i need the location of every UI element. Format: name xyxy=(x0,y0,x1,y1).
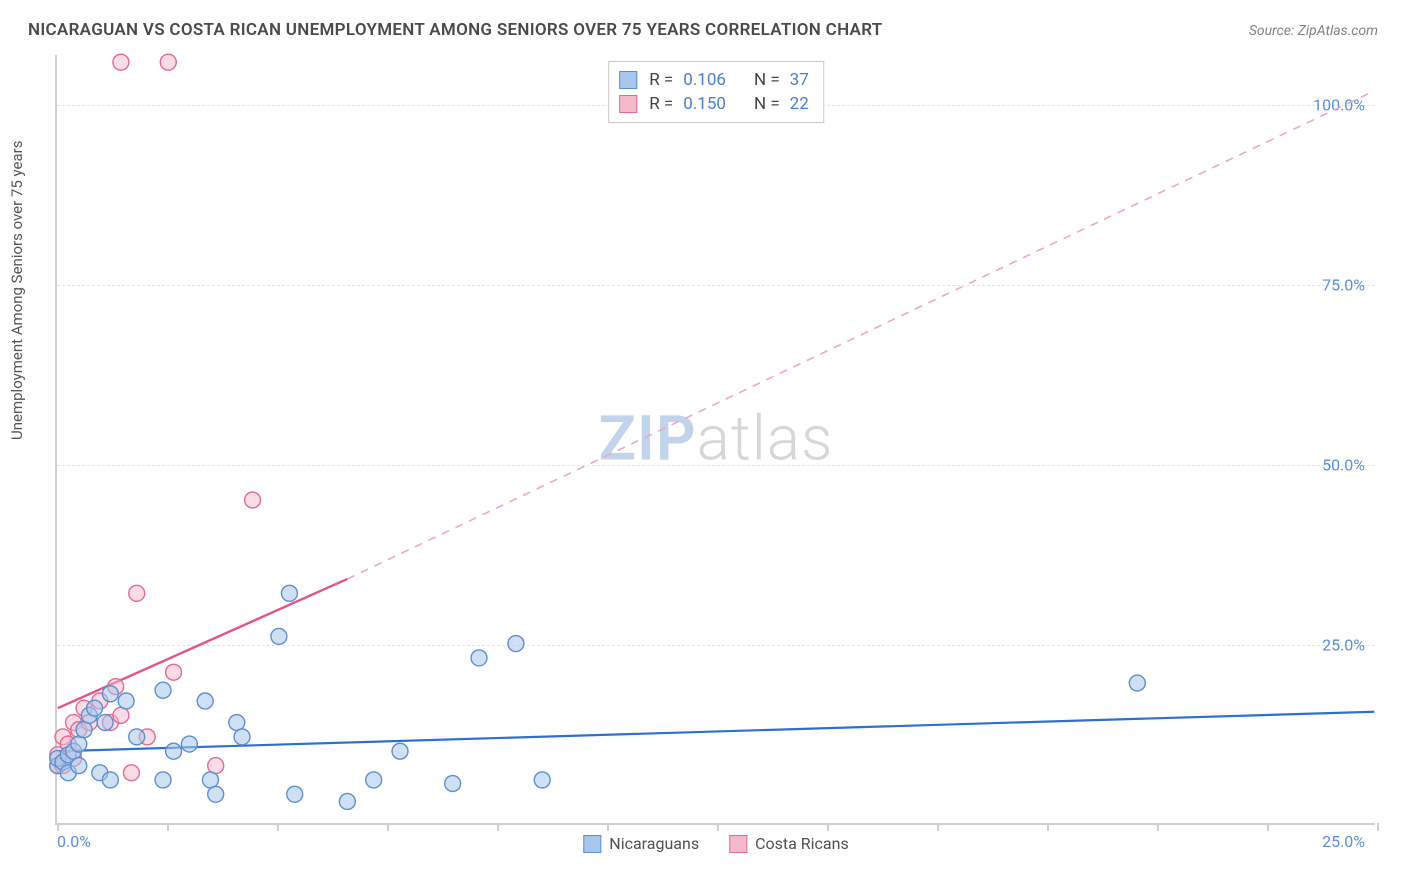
legend-label: Costa Ricans xyxy=(755,834,849,853)
point-nicaraguans xyxy=(1129,675,1145,691)
swatch-nicaraguans xyxy=(619,71,637,89)
point-costa_ricans xyxy=(166,664,182,680)
point-nicaraguans xyxy=(129,729,145,745)
legend-label: Nicaraguans xyxy=(609,834,699,853)
stats-row-costaricans: R = 0.150 N = 22 xyxy=(619,92,809,116)
point-costa_ricans xyxy=(113,707,129,723)
point-nicaraguans xyxy=(366,772,382,788)
x-tick xyxy=(1157,823,1159,831)
x-tick-label-end: 25.0% xyxy=(1322,832,1365,851)
stats-row-nicaraguans: R = 0.106 N = 37 xyxy=(619,68,809,92)
trendline-nicaraguans xyxy=(58,712,1375,751)
point-nicaraguans xyxy=(208,786,224,802)
point-costa_ricans xyxy=(113,54,129,70)
point-nicaraguans xyxy=(71,736,87,752)
point-nicaraguans xyxy=(181,736,197,752)
series-legend: Nicaraguans Costa Ricans xyxy=(583,834,848,853)
swatch-costaricans xyxy=(619,95,637,113)
point-nicaraguans xyxy=(102,772,118,788)
point-nicaraguans xyxy=(392,743,408,759)
point-nicaraguans xyxy=(118,693,134,709)
point-nicaraguans xyxy=(102,686,118,702)
point-costa_ricans xyxy=(160,54,176,70)
point-nicaraguans xyxy=(155,772,171,788)
point-nicaraguans xyxy=(166,743,182,759)
correlation-stats-legend: R = 0.106 N = 37 R = 0.150 N = 22 xyxy=(608,61,824,123)
x-tick xyxy=(717,823,719,831)
x-tick xyxy=(57,823,59,831)
x-tick xyxy=(387,823,389,831)
x-tick xyxy=(1377,823,1379,831)
x-tick xyxy=(607,823,609,831)
x-tick xyxy=(167,823,169,831)
point-nicaraguans xyxy=(202,772,218,788)
legend-item-nicaraguans: Nicaraguans xyxy=(583,834,699,853)
point-nicaraguans xyxy=(339,793,355,809)
chart-title: NICARAGUAN VS COSTA RICAN UNEMPLOYMENT A… xyxy=(28,20,883,40)
scatter-plot: ZIPatlas 25.0% 50.0% 75.0% 100.0% 0.0% 2… xyxy=(55,55,1375,825)
point-costa_ricans xyxy=(123,765,139,781)
point-nicaraguans xyxy=(271,628,287,644)
point-nicaraguans xyxy=(97,715,113,731)
point-nicaraguans xyxy=(197,693,213,709)
x-tick xyxy=(1047,823,1049,831)
y-axis-label: Unemployment Among Seniors over 75 years xyxy=(8,141,26,440)
x-tick xyxy=(497,823,499,831)
legend-swatch-costaricans xyxy=(729,835,747,853)
plot-svg xyxy=(57,55,1375,823)
legend-swatch-nicaraguans xyxy=(583,835,601,853)
point-nicaraguans xyxy=(281,585,297,601)
trendline-costaricans-dashed xyxy=(347,91,1374,579)
x-tick xyxy=(827,823,829,831)
point-costa_ricans xyxy=(245,492,261,508)
x-tick xyxy=(1267,823,1269,831)
point-nicaraguans xyxy=(76,722,92,738)
point-nicaraguans xyxy=(445,776,461,792)
x-tick xyxy=(937,823,939,831)
point-nicaraguans xyxy=(287,786,303,802)
point-nicaraguans xyxy=(534,772,550,788)
point-nicaraguans xyxy=(234,729,250,745)
point-nicaraguans xyxy=(155,682,171,698)
trendline-costaricans-solid xyxy=(58,579,348,708)
point-nicaraguans xyxy=(229,715,245,731)
point-nicaraguans xyxy=(508,636,524,652)
x-tick xyxy=(277,823,279,831)
point-nicaraguans xyxy=(471,650,487,666)
x-tick-label-start: 0.0% xyxy=(57,832,91,851)
point-costa_ricans xyxy=(129,585,145,601)
point-nicaraguans xyxy=(71,758,87,774)
legend-item-costaricans: Costa Ricans xyxy=(729,834,849,853)
point-nicaraguans xyxy=(87,700,103,716)
source-attribution: Source: ZipAtlas.com xyxy=(1249,23,1378,39)
point-costa_ricans xyxy=(208,758,224,774)
